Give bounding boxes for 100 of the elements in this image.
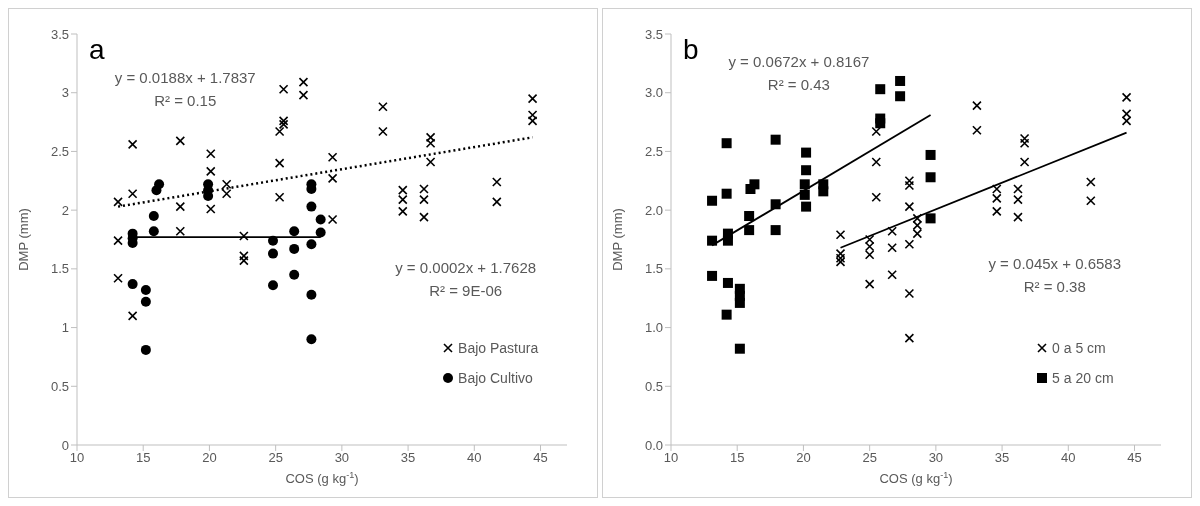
point: [239, 251, 249, 261]
point: [912, 228, 923, 239]
y-axis-title: DMP (mm): [609, 208, 625, 271]
y-tick-label: 1.0: [644, 320, 663, 336]
point: [871, 192, 882, 203]
y-tick-label: 2.5: [50, 144, 69, 160]
point: [925, 213, 936, 224]
point: [127, 279, 138, 290]
point: [127, 139, 138, 150]
point: [721, 138, 732, 149]
point: [871, 126, 882, 137]
x-tick-label: 45: [1127, 450, 1142, 466]
point: [274, 158, 285, 168]
point: [175, 201, 186, 212]
x-tick-label: 15: [729, 450, 745, 466]
legend-label: Bajo Cultivo: [458, 369, 533, 386]
y-tick-label: 2: [61, 202, 69, 218]
point: [278, 116, 289, 126]
point: [864, 249, 875, 260]
x-tick-label: 10: [69, 450, 85, 466]
point: [749, 179, 760, 190]
point: [799, 189, 810, 200]
point: [972, 125, 982, 136]
y-tick-label: 0.0: [644, 437, 663, 453]
point: [527, 116, 538, 126]
point: [397, 185, 408, 195]
point: [113, 235, 123, 246]
point: [801, 165, 812, 176]
point: [818, 186, 829, 197]
point: [221, 188, 232, 199]
point: [278, 119, 289, 130]
point: [306, 289, 317, 300]
point: [274, 126, 285, 137]
annotation: R² = 0.43: [767, 75, 830, 93]
point: [378, 126, 388, 137]
point: [268, 248, 278, 259]
annotation: R² = 0.15: [154, 91, 217, 109]
point: [871, 157, 882, 167]
point: [1019, 133, 1030, 144]
point: [154, 179, 165, 190]
point: [205, 166, 216, 177]
point: [306, 334, 317, 345]
point: [972, 100, 982, 111]
point: [327, 173, 338, 184]
y-tick-label: 2.0: [644, 202, 663, 218]
y-tick-label: 1.5: [50, 261, 69, 277]
point: [887, 226, 897, 237]
point: [835, 248, 846, 259]
point: [1013, 184, 1023, 194]
point: [140, 344, 151, 355]
point: [1019, 157, 1030, 167]
x-tick-label: 35: [994, 450, 1010, 466]
point: [527, 93, 538, 104]
point: [904, 180, 915, 191]
x-tick-label: 45: [533, 450, 548, 466]
point: [315, 227, 326, 238]
point: [315, 214, 326, 225]
point: [140, 296, 151, 307]
point: [419, 212, 429, 222]
point: [835, 253, 846, 264]
point: [1013, 194, 1023, 205]
annotation: y = 0.0672x + 0.8167: [728, 52, 870, 70]
x-tick-label: 40: [467, 450, 482, 466]
point: [887, 269, 897, 280]
y-tick-label: 3.5: [644, 26, 663, 42]
point: [278, 84, 289, 94]
point: [991, 193, 1002, 204]
y-tick-label: 0.5: [644, 378, 663, 394]
point: [492, 177, 502, 187]
point: [991, 206, 1002, 217]
point: [289, 226, 300, 237]
point: [397, 206, 408, 217]
point: [1121, 109, 1132, 119]
point: [419, 194, 429, 205]
point: [1121, 116, 1132, 126]
y-tick-label: 1.5: [644, 261, 663, 277]
point: [175, 136, 186, 146]
x-axis-title: COS (g kg$^{-1}$): [879, 470, 953, 486]
annotation: y = 0.045x + 0.6583: [988, 254, 1122, 272]
annotation: y = 0.0002x + 1.7628: [395, 258, 537, 276]
point: [239, 231, 249, 241]
point: [887, 242, 897, 253]
point: [327, 152, 338, 163]
point: [397, 194, 408, 205]
point: [113, 273, 123, 284]
point: [127, 311, 138, 321]
annotation: R² = 0.38: [1023, 277, 1086, 295]
point: [140, 284, 151, 295]
chart-title: a: [89, 34, 105, 65]
annotation: y = 0.0188x + 1.7837: [114, 68, 256, 86]
point: [895, 75, 906, 86]
y-tick-label: 1: [61, 320, 69, 336]
y-tick-label: 3: [61, 85, 69, 101]
point: [306, 201, 317, 212]
y-tick-label: 0: [61, 437, 69, 453]
point: [744, 225, 755, 236]
point: [127, 188, 138, 199]
point: [306, 239, 317, 250]
point: [904, 288, 915, 299]
point: [801, 201, 812, 212]
